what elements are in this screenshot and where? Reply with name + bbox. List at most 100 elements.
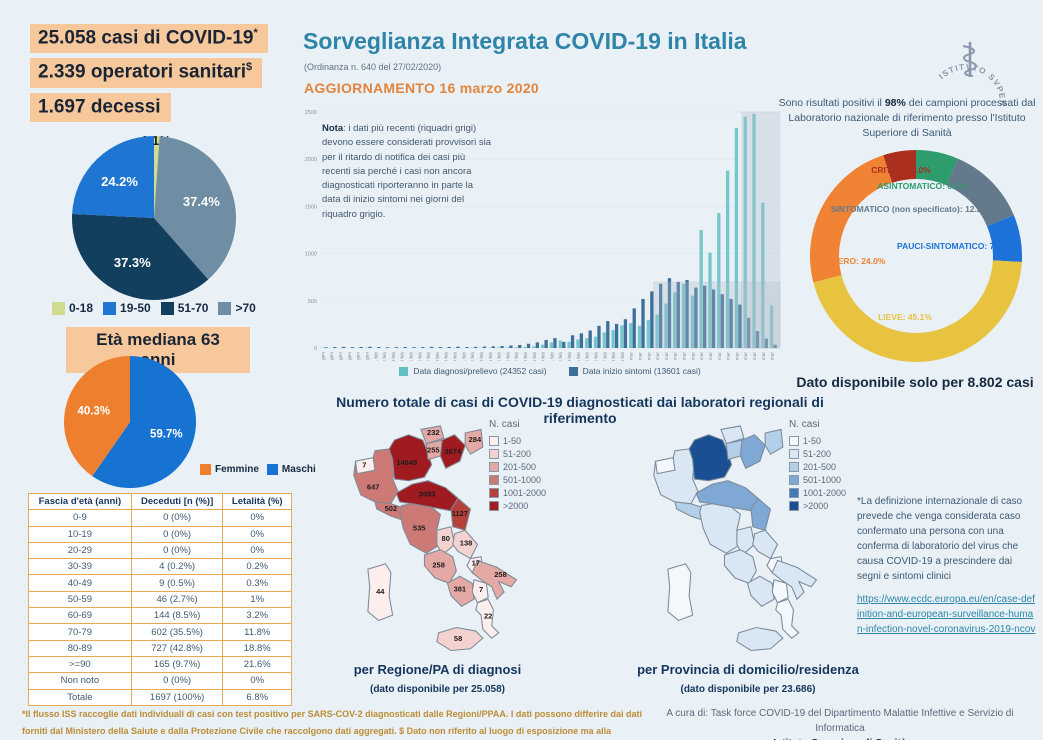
map-legend-item: 1-50 bbox=[489, 435, 546, 448]
svg-text:13 mar: 13 mar bbox=[734, 352, 740, 361]
table-row: 70-79 602 (35.5%) 11.8% bbox=[28, 623, 292, 641]
svg-text:26 gen: 26 gen bbox=[320, 352, 326, 361]
map-region-lazio bbox=[723, 549, 757, 584]
map-region-valle_daosta bbox=[354, 457, 376, 475]
svg-text:16 mar: 16 mar bbox=[761, 352, 767, 361]
map-legend-swatch bbox=[789, 462, 799, 473]
map-region-sicilia bbox=[436, 626, 484, 652]
stat-total-cases: 25.058 casi di COVID-19* bbox=[30, 24, 268, 54]
positives-percentage: 98% bbox=[884, 97, 906, 109]
map-region-campania bbox=[746, 575, 775, 607]
svg-text:21 feb: 21 feb bbox=[549, 352, 555, 361]
map-legend-swatch bbox=[789, 488, 799, 499]
ecdc-link[interactable]: https://www.ecdc.europa.eu/en/case-defin… bbox=[857, 594, 1036, 635]
table-row: 0-9 0 (0%) 0% bbox=[28, 509, 292, 527]
map-legend-swatch bbox=[489, 488, 499, 499]
map-region-value-lazio: 258 bbox=[432, 560, 445, 569]
map-region-veneto bbox=[439, 434, 466, 470]
epicurve-legend-item: Data inizio sintomi (13601 casi) bbox=[568, 366, 701, 376]
map-region-value-liguria: 502 bbox=[385, 504, 398, 513]
svg-text:15 mar: 15 mar bbox=[752, 352, 758, 361]
svg-text:37.3%: 37.3% bbox=[114, 255, 151, 270]
stat-total-cases-label: 25.058 casi di COVID-19 bbox=[38, 27, 254, 49]
map-region-value-lombardia: 14649 bbox=[396, 458, 417, 467]
map-region-umbria bbox=[436, 526, 456, 556]
svg-text:05 mar: 05 mar bbox=[664, 352, 670, 361]
svg-text:07 feb: 07 feb bbox=[426, 352, 432, 361]
table-row: 40-49 9 (0.5%) 0.3% bbox=[28, 574, 292, 592]
svg-text:17 mar: 17 mar bbox=[770, 352, 776, 361]
epicurve-note-text: : i dati più recenti (riquadri grigi) de… bbox=[322, 123, 491, 220]
map-region-bolzano bbox=[420, 425, 445, 445]
svg-text:29 feb: 29 feb bbox=[620, 352, 626, 361]
age-pie-legend: 0-18 19-50 51-70 >70 bbox=[52, 301, 256, 315]
table-row: 60-69 144 (8.5%) 3.2% bbox=[28, 607, 292, 625]
svg-text:24.2%: 24.2% bbox=[101, 174, 138, 189]
svg-text:14 feb: 14 feb bbox=[488, 352, 494, 361]
table-row: Non noto 0 (0%) 0% bbox=[28, 672, 292, 690]
map-region-value-abruzzo: 138 bbox=[460, 538, 473, 547]
map-right-caption: per Provincia di domicilio/residenza bbox=[637, 662, 859, 677]
map-region-value-veneto: 3674 bbox=[444, 447, 462, 456]
svg-text:2000: 2000 bbox=[305, 157, 317, 163]
svg-text:27 feb: 27 feb bbox=[602, 352, 608, 361]
donut-label-PAUCI-SINTOMATICO: PAUCI-SINTOMATICO: 7.2% bbox=[897, 241, 1009, 251]
svg-text:10 mar: 10 mar bbox=[708, 352, 714, 361]
donut-label-CRITICO: CRITICO: 5.0% bbox=[871, 165, 931, 175]
map-legend-item: 501-1000 bbox=[489, 474, 546, 487]
epicurve-legend-swatch bbox=[568, 366, 578, 376]
map-legend-swatch bbox=[789, 475, 799, 486]
svg-text:27 gen: 27 gen bbox=[329, 352, 335, 361]
map-legend-item: 201-500 bbox=[489, 461, 546, 474]
map-region-basilicata bbox=[471, 579, 489, 604]
col-age-range: Fascia d'età (anni) bbox=[28, 492, 132, 511]
map-region-valle_daosta bbox=[654, 457, 676, 475]
map-region-value-marche: 1127 bbox=[452, 509, 468, 518]
epicurve-note: Nota: i dati più recenti (riquadri grigi… bbox=[322, 122, 492, 222]
table-row: >=90 165 (9.7%) 21.6% bbox=[28, 655, 292, 674]
page-title: Sorveglianza Integrata COVID-19 in Itali… bbox=[303, 28, 747, 54]
map-legend-item: 1001-2000 bbox=[489, 487, 546, 500]
map-legend-item: 1001-2000 bbox=[789, 487, 846, 500]
map-region-value-piemonte: 647 bbox=[367, 483, 380, 492]
map-legend-item: 51-200 bbox=[789, 448, 846, 461]
gender-legend-swatch bbox=[266, 464, 278, 475]
col-lethality: Letalità (%) bbox=[222, 492, 292, 511]
stat-healthcare-workers-sup: $ bbox=[246, 61, 253, 74]
severity-caption: Dato disponibile solo per 8.802 casi bbox=[796, 374, 1034, 390]
map-region-lazio bbox=[423, 549, 457, 584]
svg-text:05 feb: 05 feb bbox=[408, 352, 414, 361]
map-region-trento bbox=[725, 439, 743, 461]
map-region-value-sardegna: 44 bbox=[376, 587, 385, 596]
map-region-value-bolzano: 232 bbox=[427, 428, 440, 437]
epicurve-legend: Data diagnosi/prelievo (24352 casi) Data … bbox=[340, 366, 760, 376]
svg-text:500: 500 bbox=[308, 299, 317, 305]
svg-text:11 feb: 11 feb bbox=[461, 352, 467, 361]
svg-text:19 feb: 19 feb bbox=[532, 352, 538, 361]
map-region-sicilia bbox=[736, 626, 784, 652]
svg-text:15 feb: 15 feb bbox=[497, 352, 503, 361]
pie-slice-Maschi bbox=[92, 356, 196, 488]
svg-text:03 feb: 03 feb bbox=[391, 352, 397, 361]
svg-text:0: 0 bbox=[314, 346, 317, 352]
age-legend-swatch bbox=[103, 301, 117, 315]
credits: A cura di: Task force COVID-19 del Dipar… bbox=[645, 706, 1035, 740]
age-legend-swatch bbox=[160, 301, 174, 315]
svg-text:02 mar: 02 mar bbox=[637, 352, 643, 361]
donut-label-ASINTOMATICO: ASINTOMATICO: 6.5% bbox=[877, 181, 967, 191]
map-legend-swatch bbox=[789, 449, 799, 460]
stat-healthcare-workers-label: 2.339 operatori sanitari bbox=[38, 61, 247, 83]
map-region-marche bbox=[450, 497, 472, 531]
donut-label-SINTOMATICO (non specificato): SINTOMATICO (non specificato): 12.2% bbox=[830, 204, 990, 214]
map-region-value-emilia: 3093 bbox=[419, 490, 436, 499]
svg-text:07 mar: 07 mar bbox=[682, 352, 688, 361]
map-legend-item: 1-50 bbox=[789, 435, 846, 448]
gender-legend-item-Maschi: Maschi bbox=[266, 464, 316, 475]
map-right-legend: N. casi 1-50 51-200 201-500 501-1000 1001-200… bbox=[789, 418, 846, 513]
map-region-puglia bbox=[471, 559, 518, 601]
map-region-friuli bbox=[464, 428, 484, 455]
case-definition-note: *La definizione internazionale di caso p… bbox=[857, 496, 1036, 635]
stat-total-cases-sup: * bbox=[253, 27, 258, 39]
age-pie-chart: 1.1%37.4%37.3%24.2% bbox=[71, 133, 236, 300]
